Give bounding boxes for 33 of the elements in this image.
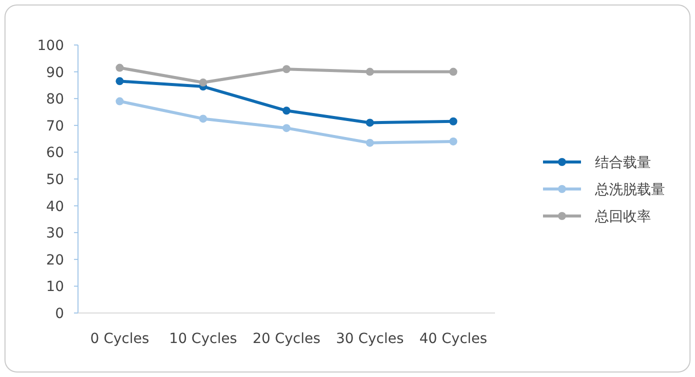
- x-tick-label: 0 Cycles: [90, 331, 150, 347]
- y-tick-label: 80: [46, 92, 64, 108]
- point: [449, 117, 458, 126]
- y-tick-label: 50: [46, 172, 64, 188]
- legend-label: 总洗脱载量: [594, 182, 665, 198]
- y-tick-label: 40: [46, 198, 64, 215]
- x-tick-label: 10 Cycles: [169, 331, 238, 347]
- point: [366, 118, 374, 127]
- y-tick-label: 90: [46, 64, 64, 81]
- y-tick-label: 30: [46, 226, 64, 242]
- legend-label: 总回收率: [594, 209, 651, 225]
- point: [282, 65, 290, 74]
- legend-label: 结合载量: [595, 155, 651, 171]
- point: [116, 77, 124, 86]
- y-tick-label: 100: [37, 38, 64, 54]
- point: [366, 138, 374, 147]
- point: [282, 106, 290, 115]
- point: [116, 64, 124, 72]
- point: [366, 68, 374, 76]
- point: [282, 124, 290, 132]
- y-tick-label: 20: [46, 252, 64, 268]
- point: [116, 97, 124, 106]
- x-tick-label: 40 Cycles: [419, 331, 488, 347]
- x-tick-label: 30 Cycles: [336, 331, 404, 347]
- point: [199, 78, 208, 87]
- point: [449, 137, 458, 146]
- point: [199, 114, 208, 123]
- x-tick-label: 20 Cycles: [252, 331, 320, 347]
- y-tick-label: 70: [46, 118, 64, 134]
- y-tick-label: 60: [46, 145, 64, 162]
- y-tick-label: 10: [46, 279, 64, 296]
- y-tick-label: 0: [55, 306, 64, 322]
- point: [449, 68, 458, 76]
